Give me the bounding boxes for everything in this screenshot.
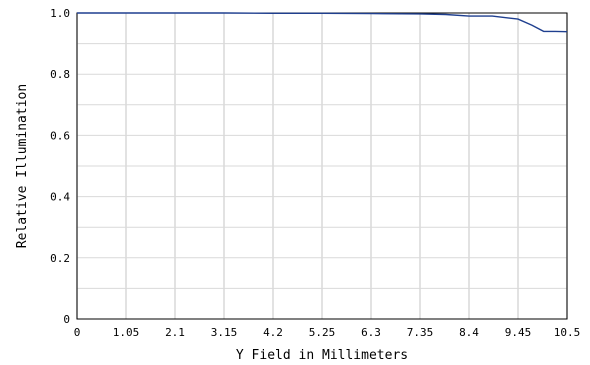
x-axis-label: Y Field in Millimeters	[236, 348, 408, 363]
x-tick-label: 10.5	[554, 326, 581, 339]
y-tick-labels: 0 0.2 0.4 0.6 0.8 1.0	[50, 7, 70, 326]
y-tick-label: 0.4	[50, 191, 70, 204]
x-tick-label: 1.05	[113, 326, 140, 339]
series-line	[77, 12, 568, 33]
x-tick-label: 9.45	[505, 326, 532, 339]
y-tick-label: 0.8	[50, 68, 70, 81]
x-tick-label: 5.25	[309, 326, 336, 339]
x-tick-label: 3.15	[211, 326, 238, 339]
y-tick-label: 0.6	[50, 129, 70, 142]
x-tick-label: 6.3	[361, 326, 381, 339]
series-group	[77, 12, 568, 33]
x-tick-label: 8.4	[459, 326, 479, 339]
x-tick-label: 0	[74, 326, 81, 339]
x-tick-label: 7.35	[407, 326, 434, 339]
y-tick-label: 0.2	[50, 252, 70, 265]
grid	[76, 12, 568, 320]
y-axis-label: Relative Illumination	[15, 84, 30, 248]
y-tick-label: 1.0	[50, 7, 70, 20]
x-tick-label: 4.2	[263, 326, 283, 339]
x-tick-label: 2.1	[165, 326, 185, 339]
x-tick-labels: 0 1.05 2.1 3.15 4.2 5.25 6.3 7.35 8.4 9.45 10.5	[74, 326, 581, 339]
y-tick-label: 0	[63, 313, 70, 326]
